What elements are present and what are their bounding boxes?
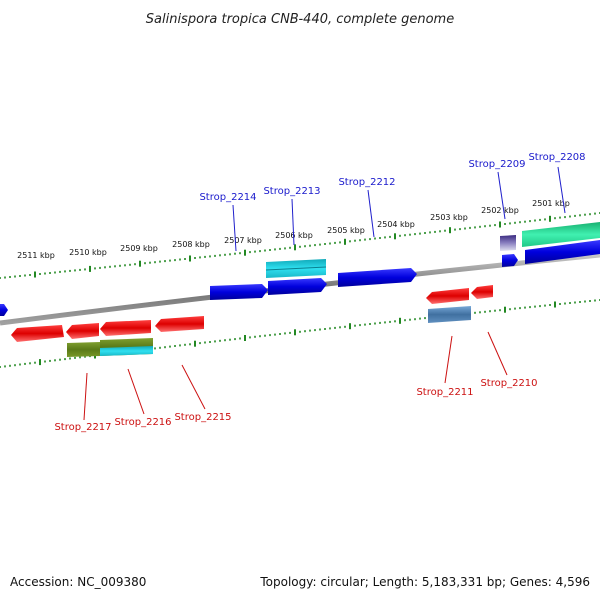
reverse-cds-arrow[interactable] <box>11 325 64 342</box>
forward-cds-arrow[interactable] <box>502 254 518 267</box>
reverse-cds-arrow[interactable] <box>155 316 204 332</box>
map-title: Salinispora tropica CNB-440, complete ge… <box>146 12 454 27</box>
tick-label: 2505 kbp <box>327 226 365 235</box>
forward-cds-arrow[interactable] <box>210 284 268 300</box>
reverse-cds-arrow[interactable] <box>100 346 153 356</box>
reverse-cds-arrow[interactable] <box>471 285 493 299</box>
forward-cds-arrow[interactable] <box>268 278 327 295</box>
leader-lines-bottom <box>83 331 508 421</box>
accession-label: Accession: NC_009380 <box>10 575 146 589</box>
gene-label[interactable]: Strop_2215 <box>174 412 231 423</box>
tick-label: 2508 kbp <box>172 240 210 249</box>
tick-label: 2502 kbp <box>481 206 519 215</box>
gene-label[interactable]: Strop_2211 <box>416 387 473 398</box>
gene-label[interactable]: Strop_2212 <box>338 177 395 188</box>
gene-label[interactable]: Strop_2208 <box>528 152 585 163</box>
tick-track-top <box>0 212 600 279</box>
gene-label[interactable]: Strop_2216 <box>114 417 171 428</box>
gene-label[interactable]: Strop_2213 <box>263 186 320 197</box>
forward-cds-arrow[interactable] <box>500 235 516 251</box>
genome-summary: Topology: circular; Length: 5,183,331 bp… <box>259 575 590 589</box>
tick-label: 2504 kbp <box>377 220 415 229</box>
tick-label: 2511 kbp <box>17 251 55 260</box>
reverse-cds-arrow[interactable] <box>67 342 100 357</box>
tick-label: 2507 kbp <box>224 236 262 245</box>
reverse-cds-arrow[interactable] <box>66 323 99 339</box>
tick-label: 2510 kbp <box>69 248 107 257</box>
reverse-cds-arrow[interactable] <box>100 320 151 336</box>
forward-cds-arrow[interactable] <box>0 304 8 316</box>
tick-label: 2501 kbp <box>532 199 570 208</box>
gene-label[interactable]: Strop_2217 <box>54 422 111 433</box>
forward-cds-arrow[interactable] <box>338 268 417 287</box>
gene-label[interactable]: Strop_2209 <box>468 159 525 170</box>
gene-label[interactable]: Strop_2210 <box>480 378 537 389</box>
forward-cds-arrow[interactable] <box>522 222 600 247</box>
feature-divider <box>265 266 327 271</box>
leader-lines-top <box>232 166 566 252</box>
tick-label: 2509 kbp <box>120 244 158 253</box>
reverse-cds-arrow[interactable] <box>426 288 469 304</box>
forward-cds-arrow[interactable] <box>525 240 600 264</box>
gene-label[interactable]: Strop_2214 <box>199 192 256 203</box>
tick-label: 2503 kbp <box>430 213 468 222</box>
reverse-cds-arrow[interactable] <box>428 306 471 323</box>
